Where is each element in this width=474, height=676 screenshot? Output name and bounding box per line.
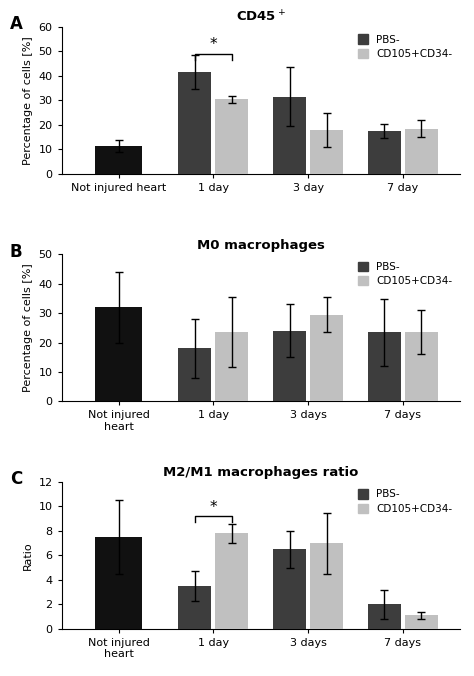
Bar — [368, 131, 401, 174]
Bar — [273, 549, 306, 629]
Bar — [310, 314, 343, 402]
Bar — [368, 604, 401, 629]
Bar — [405, 615, 438, 629]
Title: CD45$^+$: CD45$^+$ — [236, 9, 286, 24]
Bar — [310, 130, 343, 174]
Y-axis label: Percentage of cells [%]: Percentage of cells [%] — [23, 264, 33, 392]
Bar — [310, 543, 343, 629]
Bar — [215, 333, 248, 402]
Bar — [178, 586, 211, 629]
Text: A: A — [10, 16, 23, 33]
Title: M2/M1 macrophages ratio: M2/M1 macrophages ratio — [163, 466, 358, 479]
Bar — [95, 145, 142, 174]
Legend: PBS-, CD105+CD34-: PBS-, CD105+CD34- — [354, 485, 456, 518]
Legend: PBS-, CD105+CD34-: PBS-, CD105+CD34- — [354, 30, 456, 63]
Text: *: * — [210, 500, 217, 514]
Text: *: * — [210, 37, 217, 53]
Y-axis label: Percentage of cells [%]: Percentage of cells [%] — [23, 36, 33, 165]
Bar — [95, 537, 142, 629]
Bar — [215, 533, 248, 629]
Bar — [368, 333, 401, 402]
Legend: PBS-, CD105+CD34-: PBS-, CD105+CD34- — [354, 258, 456, 291]
Bar — [178, 72, 211, 174]
Bar — [178, 348, 211, 402]
Bar — [273, 331, 306, 402]
Text: C: C — [10, 470, 22, 488]
Bar — [95, 308, 142, 402]
Bar — [405, 333, 438, 402]
Title: M0 macrophages: M0 macrophages — [197, 239, 325, 252]
Y-axis label: Ratio: Ratio — [23, 541, 33, 570]
Bar — [405, 128, 438, 174]
Text: B: B — [10, 243, 22, 261]
Bar — [273, 97, 306, 174]
Bar — [215, 99, 248, 174]
